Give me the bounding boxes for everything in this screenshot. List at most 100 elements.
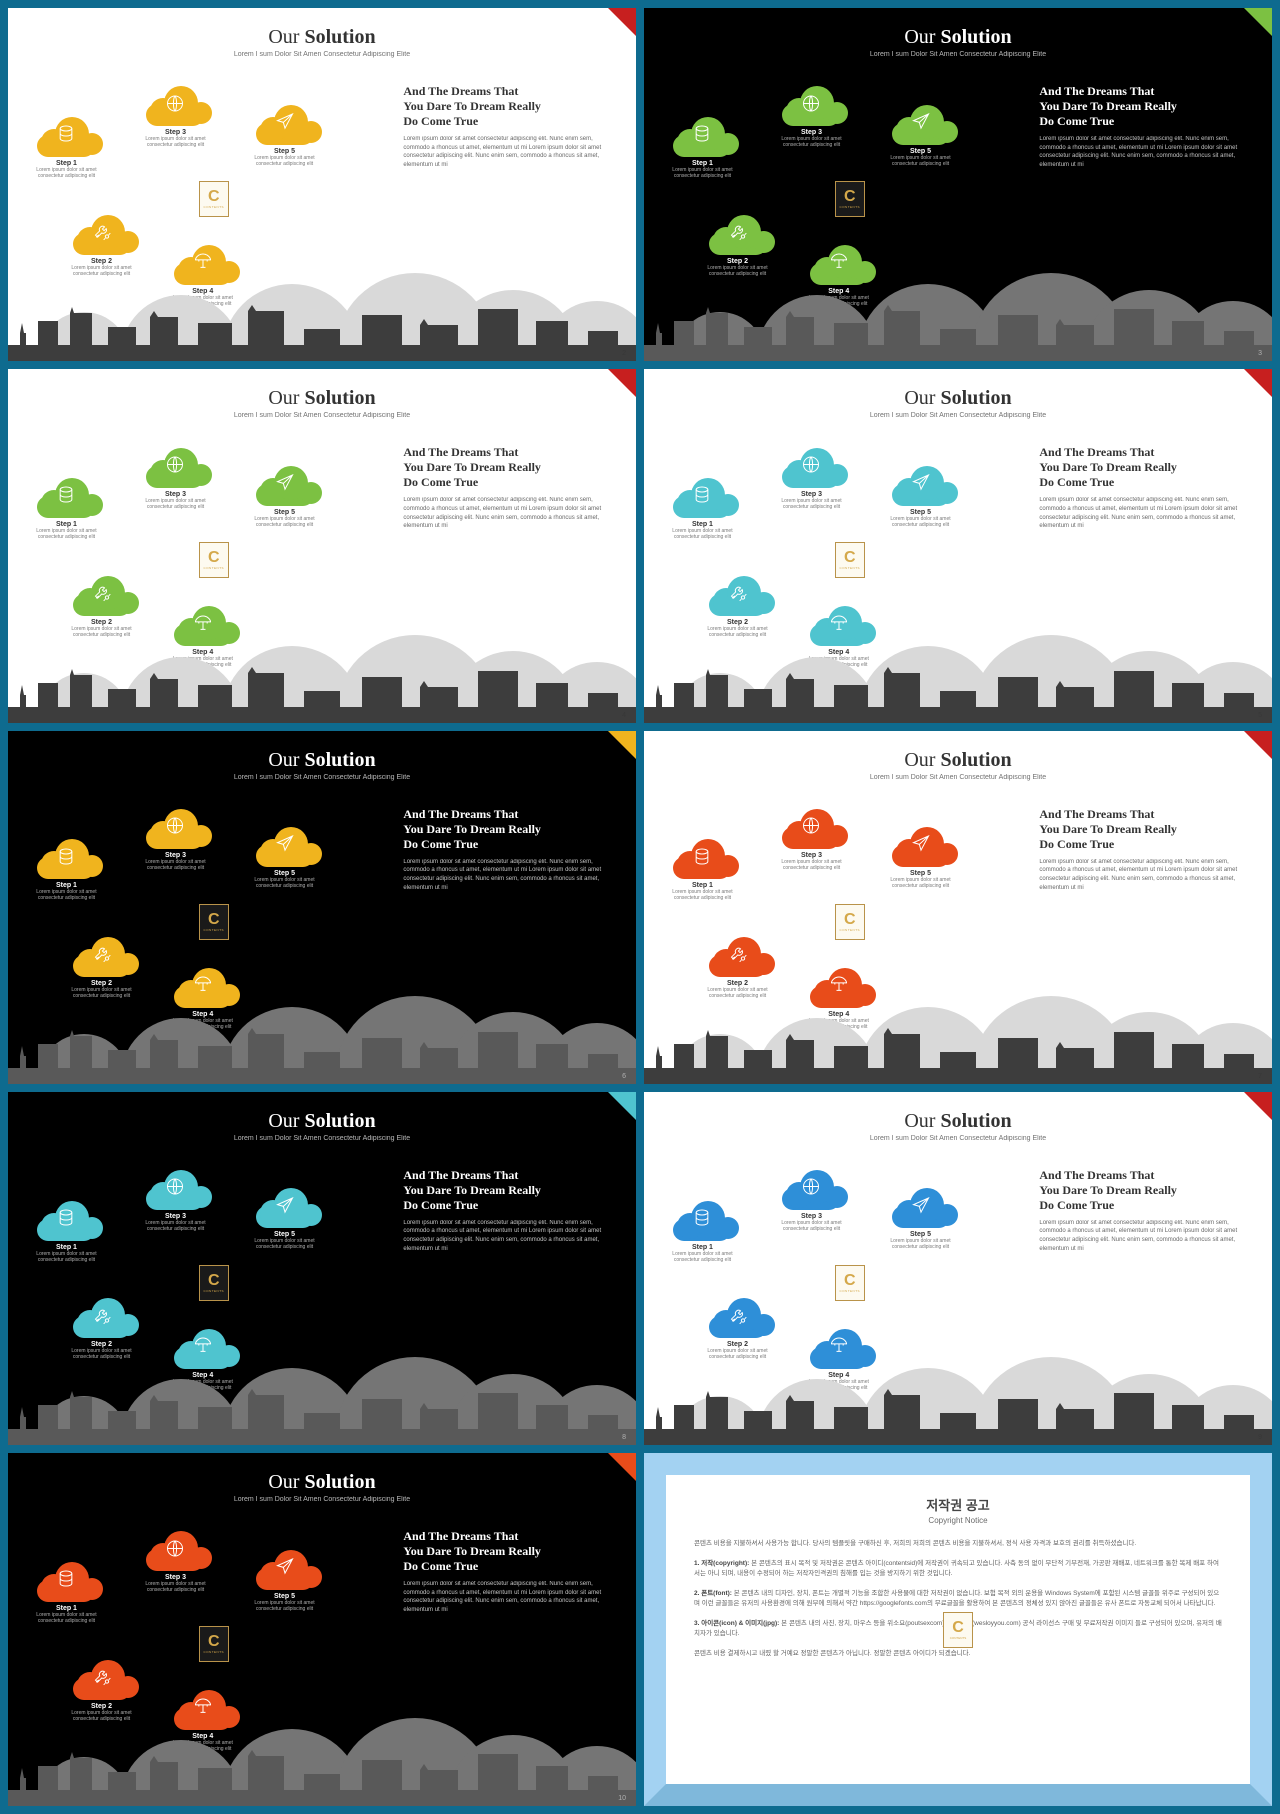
step-label: Step 1 xyxy=(663,882,741,889)
step-label: Step 4 xyxy=(164,288,242,295)
step-label: Step 2 xyxy=(63,980,141,987)
text-zone: And The Dreams ThatYou Dare To Dream Rea… xyxy=(1033,1146,1272,1445)
step-label: Step 4 xyxy=(800,1372,878,1379)
slide-header: Our Solution Lorem I sum Dolor Sit Amen … xyxy=(644,1092,1272,1146)
cloud-step-5: Step 5 Lorem ipsum dolor sit amet consec… xyxy=(882,466,960,528)
contents-badge: CCONTENTS xyxy=(199,181,229,217)
step-desc: Lorem ipsum dolor sit amet consectetur a… xyxy=(246,516,324,528)
cloud-step-2: Step 2 Lorem ipsum dolor sit amet consec… xyxy=(63,1298,141,1360)
step-desc: Lorem ipsum dolor sit amet consectetur a… xyxy=(699,626,777,638)
step-desc: Lorem ipsum dolor sit amet consectetur a… xyxy=(246,155,324,167)
step-desc: Lorem ipsum dolor sit amet consectetur a… xyxy=(63,1710,141,1722)
cloud-icon-5 xyxy=(275,834,295,859)
step-label: Step 5 xyxy=(882,148,960,155)
cloud-icon-5 xyxy=(275,473,295,498)
corner-accent xyxy=(608,731,636,759)
slide-title: Our Solution xyxy=(8,1110,636,1133)
corner-accent xyxy=(1244,369,1272,397)
cloud-step-3: Step 3 Lorem ipsum dolor sit amet consec… xyxy=(772,86,850,148)
cloud-icon-5 xyxy=(275,1556,295,1581)
step-label: Step 4 xyxy=(164,649,242,656)
step-desc: Lorem ipsum dolor sit amet consectetur a… xyxy=(663,528,741,540)
step-label: Step 3 xyxy=(772,852,850,859)
step-label: Step 2 xyxy=(63,1341,141,1348)
slide-subtitle: Lorem I sum Dolor Sit Amen Consectetur A… xyxy=(8,774,636,781)
cloud-icon-3 xyxy=(801,1177,821,1202)
cloud-step-2: Step 2 Lorem ipsum dolor sit amet consec… xyxy=(699,1298,777,1360)
dream-heading: And The Dreams ThatYou Dare To Dream Rea… xyxy=(1039,1168,1244,1213)
step-label: Step 2 xyxy=(699,1341,777,1348)
step-label: Step 5 xyxy=(246,1593,324,1600)
cloud-icon-3 xyxy=(801,93,821,118)
cloud-icon-1 xyxy=(692,1207,712,1232)
step-desc: Lorem ipsum dolor sit amet consectetur a… xyxy=(246,1238,324,1250)
cloud-icon-1 xyxy=(692,846,712,871)
cloud-zone: Step 1 Lorem ipsum dolor sit amet consec… xyxy=(8,423,397,722)
cloud-step-2: Step 2 Lorem ipsum dolor sit amet consec… xyxy=(699,215,777,277)
slide-subtitle: Lorem I sum Dolor Sit Amen Consectetur A… xyxy=(8,51,636,58)
step-desc: Lorem ipsum dolor sit amet consectetur a… xyxy=(63,1348,141,1360)
cloud-step-4: Step 4 Lorem ipsum dolor sit amet consec… xyxy=(164,968,242,1030)
step-desc: Lorem ipsum dolor sit amet consectetur a… xyxy=(27,889,105,901)
slide-header: Our Solution Lorem I sum Dolor Sit Amen … xyxy=(644,369,1272,423)
step-label: Step 3 xyxy=(772,491,850,498)
cloud-step-4: Step 4 Lorem ipsum dolor sit amet consec… xyxy=(800,606,878,668)
cloud-step-4: Step 4 Lorem ipsum dolor sit amet consec… xyxy=(164,606,242,668)
cloud-step-3: Step 3 Lorem ipsum dolor sit amet consec… xyxy=(772,809,850,871)
corner-accent xyxy=(608,8,636,36)
cloud-icon-2 xyxy=(92,583,112,608)
cloud-icon-5 xyxy=(911,111,931,136)
step-label: Step 5 xyxy=(246,509,324,516)
slide-title: Our Solution xyxy=(8,387,636,410)
cloud-zone: Step 1 Lorem ipsum dolor sit amet consec… xyxy=(644,423,1033,722)
copyright-notice: 저작권 공고 Copyright Notice 콘텐츠 비용을 지불하셔서 사용… xyxy=(644,1453,1272,1806)
text-zone: And The Dreams ThatYou Dare To Dream Rea… xyxy=(397,62,636,361)
cloud-icon-2 xyxy=(728,944,748,969)
cloud-icon-2 xyxy=(92,221,112,246)
cloud-step-2: Step 2 Lorem ipsum dolor sit amet consec… xyxy=(63,576,141,638)
cloud-icon-2 xyxy=(728,221,748,246)
slide-8: Our Solution Lorem I sum Dolor Sit Amen … xyxy=(644,1092,1272,1445)
slide-subtitle: Lorem I sum Dolor Sit Amen Consectetur A… xyxy=(644,1135,1272,1142)
step-label: Step 5 xyxy=(246,1231,324,1238)
step-desc: Lorem ipsum dolor sit amet consectetur a… xyxy=(63,987,141,999)
step-desc: Lorem ipsum dolor sit amet consectetur a… xyxy=(136,136,214,148)
dream-heading: And The Dreams ThatYou Dare To Dream Rea… xyxy=(403,807,608,852)
cloud-step-3: Step 3 Lorem ipsum dolor sit amet consec… xyxy=(136,1531,214,1593)
step-desc: Lorem ipsum dolor sit amet consectetur a… xyxy=(772,859,850,871)
text-zone: And The Dreams ThatYou Dare To Dream Rea… xyxy=(1033,62,1272,361)
step-desc: Lorem ipsum dolor sit amet consectetur a… xyxy=(27,1612,105,1624)
step-desc: Lorem ipsum dolor sit amet consectetur a… xyxy=(800,1379,878,1391)
slide-header: Our Solution Lorem I sum Dolor Sit Amen … xyxy=(8,731,636,785)
cloud-step-3: Step 3 Lorem ipsum dolor sit amet consec… xyxy=(136,86,214,148)
step-label: Step 3 xyxy=(136,1574,214,1581)
cloud-icon-4 xyxy=(829,252,849,277)
cloud-icon-4 xyxy=(193,974,213,999)
cloud-step-5: Step 5 Lorem ipsum dolor sit amet consec… xyxy=(246,466,324,528)
step-desc: Lorem ipsum dolor sit amet consectetur a… xyxy=(164,1740,242,1752)
cloud-icon-3 xyxy=(801,454,821,479)
contents-badge: CCONTENTS xyxy=(835,181,865,217)
cloud-step-1: Step 1 Lorem ipsum dolor sit amet consec… xyxy=(663,1201,741,1263)
slide-3: Our Solution Lorem I sum Dolor Sit Amen … xyxy=(8,369,636,722)
step-desc: Lorem ipsum dolor sit amet consectetur a… xyxy=(63,265,141,277)
cloud-step-3: Step 3 Lorem ipsum dolor sit amet consec… xyxy=(136,448,214,510)
corner-accent xyxy=(608,1092,636,1120)
step-desc: Lorem ipsum dolor sit amet consectetur a… xyxy=(772,1220,850,1232)
slide-header: Our Solution Lorem I sum Dolor Sit Amen … xyxy=(644,8,1272,62)
slide-header: Our Solution Lorem I sum Dolor Sit Amen … xyxy=(8,8,636,62)
step-label: Step 4 xyxy=(800,1011,878,1018)
step-desc: Lorem ipsum dolor sit amet consectetur a… xyxy=(663,1251,741,1263)
step-desc: Lorem ipsum dolor sit amet consectetur a… xyxy=(800,656,878,668)
cloud-step-1: Step 1 Lorem ipsum dolor sit amet consec… xyxy=(27,478,105,540)
slide-6: Our Solution Lorem I sum Dolor Sit Amen … xyxy=(644,731,1272,1084)
contents-badge: CCONTENTS xyxy=(835,904,865,940)
step-desc: Lorem ipsum dolor sit amet consectetur a… xyxy=(663,167,741,179)
cloud-step-2: Step 2 Lorem ipsum dolor sit amet consec… xyxy=(63,215,141,277)
notice-badge: CCONTENTS xyxy=(943,1612,973,1648)
step-label: Step 5 xyxy=(882,509,960,516)
step-label: Step 1 xyxy=(27,1605,105,1612)
step-desc: Lorem ipsum dolor sit amet consectetur a… xyxy=(699,1348,777,1360)
step-desc: Lorem ipsum dolor sit amet consectetur a… xyxy=(882,516,960,528)
cloud-icon-4 xyxy=(829,1336,849,1361)
